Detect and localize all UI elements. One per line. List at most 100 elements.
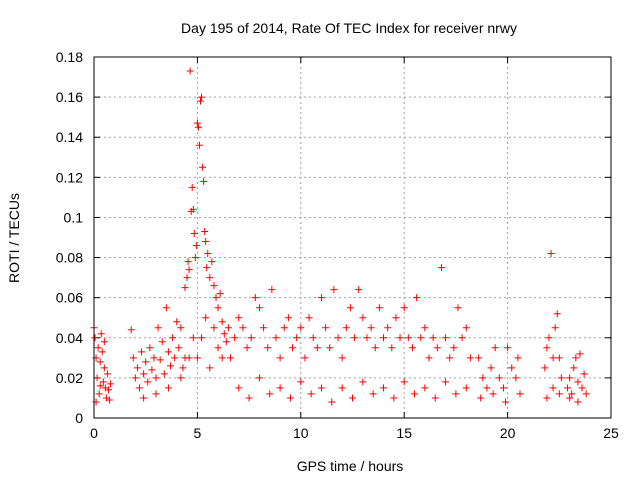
data-point xyxy=(216,290,224,298)
data-point xyxy=(169,334,177,342)
data-point xyxy=(177,324,185,332)
data-point xyxy=(184,258,192,266)
data-point xyxy=(466,354,474,362)
data-point xyxy=(127,326,135,334)
data-point xyxy=(95,390,103,398)
data-point xyxy=(150,354,158,362)
x-tick-label: 10 xyxy=(293,425,309,441)
data-point xyxy=(144,378,152,386)
data-point xyxy=(547,250,555,258)
data-point xyxy=(442,334,450,342)
data-point xyxy=(555,354,563,362)
data-point xyxy=(185,266,193,274)
data-point xyxy=(154,324,162,332)
y-tick-label: 0.18 xyxy=(56,49,83,65)
data-point xyxy=(243,344,251,352)
data-point xyxy=(326,344,334,352)
data-point xyxy=(367,324,375,332)
data-point xyxy=(514,354,522,362)
data-point xyxy=(566,374,574,382)
data-point xyxy=(421,384,429,392)
data-point xyxy=(146,344,154,352)
data-point xyxy=(408,344,416,352)
data-point xyxy=(566,394,574,402)
data-point xyxy=(458,334,466,342)
data-point xyxy=(140,394,148,402)
data-point xyxy=(477,394,485,402)
data-point xyxy=(417,334,425,342)
data-point xyxy=(297,378,305,386)
data-point xyxy=(541,364,549,372)
data-point xyxy=(359,314,367,322)
data-point xyxy=(483,384,491,392)
data-point xyxy=(198,93,206,101)
data-point xyxy=(413,294,421,302)
data-point xyxy=(96,358,104,366)
data-point xyxy=(206,274,214,282)
data-point xyxy=(100,364,108,372)
data-point xyxy=(99,378,107,386)
data-point xyxy=(479,374,487,382)
data-point xyxy=(189,334,197,342)
data-point xyxy=(431,394,439,402)
data-point xyxy=(226,354,234,362)
data-point xyxy=(200,177,208,185)
y-tick-label: 0.04 xyxy=(56,330,83,346)
data-point xyxy=(193,354,201,362)
data-point xyxy=(572,354,580,362)
data-point xyxy=(268,286,276,294)
y-tick-label: 0.06 xyxy=(56,290,83,306)
data-point xyxy=(204,250,212,258)
data-point xyxy=(293,334,301,342)
data-point xyxy=(208,258,216,266)
data-point xyxy=(188,183,196,191)
data-points xyxy=(90,67,590,406)
chart-title: Day 195 of 2014, Rate Of TEC Index for r… xyxy=(181,20,517,36)
data-point xyxy=(135,384,143,392)
data-point xyxy=(400,304,408,312)
data-point xyxy=(129,354,137,362)
data-point xyxy=(380,384,388,392)
data-point xyxy=(574,398,582,406)
data-point xyxy=(272,334,280,342)
data-point xyxy=(495,374,503,382)
data-point xyxy=(220,330,228,338)
data-point xyxy=(167,362,175,370)
data-point xyxy=(380,334,388,342)
data-point xyxy=(487,364,495,372)
data-point xyxy=(433,344,441,352)
data-point xyxy=(475,354,483,362)
data-point xyxy=(301,354,309,362)
data-point xyxy=(330,286,338,294)
data-point xyxy=(425,354,433,362)
data-point xyxy=(222,338,230,346)
data-point xyxy=(218,354,226,362)
data-point xyxy=(369,390,377,398)
data-point xyxy=(212,294,220,302)
data-point xyxy=(197,97,205,105)
data-point xyxy=(543,394,551,402)
data-point xyxy=(107,380,115,388)
data-point xyxy=(191,254,199,262)
data-point xyxy=(91,334,99,342)
data-point xyxy=(396,334,404,342)
y-tick-label: 0 xyxy=(75,410,83,426)
data-point xyxy=(309,334,317,342)
data-point xyxy=(231,334,239,342)
data-point xyxy=(359,378,367,386)
data-point xyxy=(545,334,553,342)
data-point xyxy=(553,310,561,318)
data-point xyxy=(338,384,346,392)
data-point xyxy=(140,370,148,378)
data-point xyxy=(103,370,111,378)
data-point xyxy=(171,354,179,362)
data-point xyxy=(235,384,243,392)
data-point xyxy=(580,370,588,378)
data-point xyxy=(131,374,139,382)
data-point xyxy=(224,324,232,332)
data-point xyxy=(214,344,222,352)
data-point xyxy=(549,354,557,362)
data-point xyxy=(390,394,398,402)
